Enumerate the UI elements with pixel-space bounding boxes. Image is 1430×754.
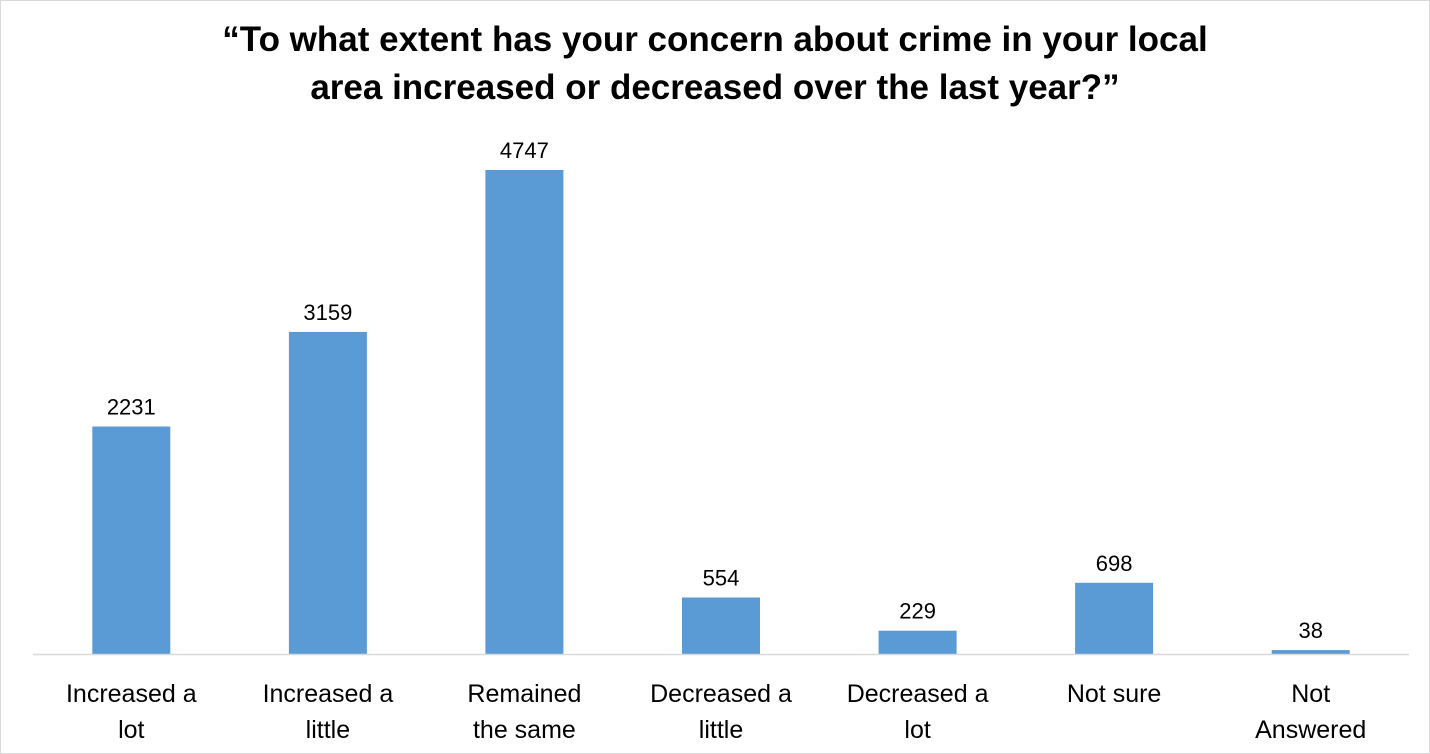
bar-6 (1271, 650, 1350, 654)
tick-label-1: Increased a little (263, 680, 394, 744)
bar-3 (682, 597, 760, 654)
tick-label-0: Increased a lot (66, 680, 197, 744)
data-label-0: 2231 (107, 395, 156, 420)
bar-2 (485, 170, 564, 654)
tick-label-6: Not Answered (1255, 680, 1366, 744)
data-label-5: 698 (1096, 551, 1133, 576)
chart-title: “To what extent has your concern about c… (0, 16, 1430, 112)
tick-label-4: Decreased a lot (847, 680, 989, 744)
bar-4 (878, 630, 957, 654)
bars-layer (92, 170, 1350, 654)
chart-title-line-2: area increased or decreased over the las… (310, 68, 1120, 107)
data-label-2: 4747 (500, 138, 549, 163)
chart-title-line-1: “To what extent has your concern about c… (222, 20, 1208, 59)
data-label-6: 38 (1298, 618, 1322, 643)
tick-label-3: Decreased a little (650, 680, 792, 744)
bar-1 (288, 331, 367, 654)
data-label-4: 229 (899, 599, 936, 624)
bar-0 (92, 426, 171, 654)
tick-labels-layer: Increased a lot Increased a little Remained t… (66, 680, 1366, 744)
tick-label-2: Remained the same (467, 680, 581, 744)
data-label-1: 3159 (303, 300, 352, 325)
data-labels-layer: 2231 3159 4747 554 229 698 38 (107, 138, 1323, 643)
tick-label-5: Not sure (1067, 680, 1161, 708)
data-label-3: 554 (703, 566, 740, 591)
bar-5 (1075, 582, 1154, 654)
